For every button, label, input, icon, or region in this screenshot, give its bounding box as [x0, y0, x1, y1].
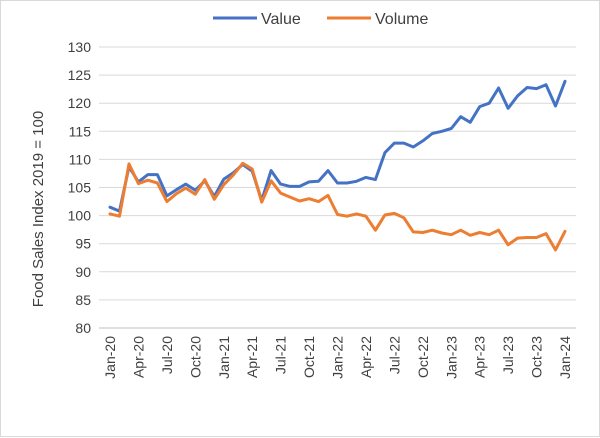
- y-tick-label: 105: [68, 180, 92, 196]
- legend-label-volume: Volume: [375, 11, 428, 28]
- y-tick-label: 80: [75, 320, 91, 336]
- gridlines: [99, 46, 576, 329]
- legend: Value Volume: [213, 11, 428, 28]
- x-tick-label: Apr-21: [244, 336, 260, 378]
- series-line-value: [108, 79, 567, 213]
- x-tick-label: Jan-22: [330, 336, 346, 379]
- y-tick-label: 120: [68, 95, 92, 111]
- x-tick-label: Apr-20: [130, 336, 146, 378]
- x-tick-label: Jul-21: [273, 336, 289, 374]
- y-tick-label: 95: [75, 236, 91, 252]
- x-tick-label: Jul-22: [386, 336, 402, 374]
- x-tick-label: Oct-21: [301, 336, 317, 378]
- series-line-volume: [108, 161, 567, 252]
- x-tick-label: Oct-20: [187, 336, 203, 378]
- x-tick-label: Oct-22: [415, 336, 431, 378]
- x-tick-label: Oct-23: [529, 336, 545, 378]
- x-tick-label: Jan-21: [216, 336, 232, 379]
- x-tick-label: Jul-23: [500, 336, 516, 374]
- x-tick-label: Jan-24: [557, 336, 573, 379]
- y-tick-label: 85: [75, 292, 91, 308]
- x-axis-ticks: Jan-20 Apr-20 Jul-20 Oct-20 Jan-21 Apr-21 Jul-…: [102, 336, 573, 379]
- y-tick-label: 110: [69, 151, 92, 167]
- y-tick-label: 90: [75, 264, 91, 280]
- x-tick-label: Jan-20: [102, 336, 118, 379]
- y-tick-label: 100: [68, 208, 92, 224]
- series-lines: [108, 79, 567, 252]
- x-tick-label: Apr-23: [472, 336, 488, 378]
- y-tick-label: 130: [68, 39, 92, 55]
- y-axis-title: Food Sales Index 2019 = 100: [30, 111, 47, 307]
- legend-label-value: Value: [261, 11, 301, 28]
- y-axis-ticks: 80 85 90 95 100 105 110 115 120 125 130: [68, 39, 92, 336]
- y-tick-label: 125: [68, 67, 92, 83]
- y-tick-label: 115: [69, 123, 92, 139]
- x-tick-label: Jan-23: [443, 336, 459, 379]
- x-tick-label: Apr-22: [358, 336, 374, 378]
- x-tick-label: Jul-20: [159, 336, 175, 374]
